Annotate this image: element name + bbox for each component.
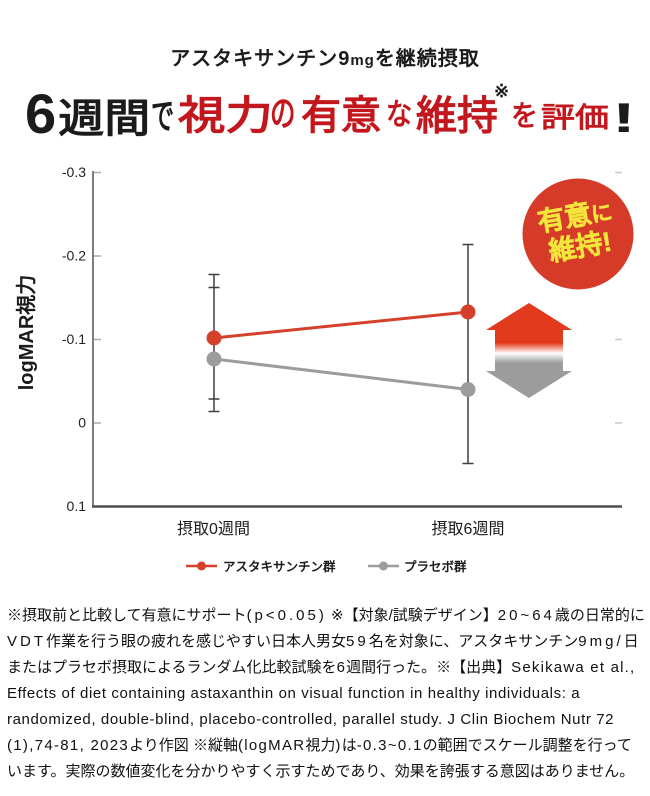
svg-text:-0.1: -0.1 bbox=[62, 331, 86, 347]
svg-text:-0.3: -0.3 bbox=[62, 164, 86, 180]
svg-text:0.1: 0.1 bbox=[67, 498, 87, 514]
svg-text:摂取6週間: 摂取6週間 bbox=[432, 520, 505, 538]
svg-text:アスタキサンチン群: アスタキサンチン群 bbox=[223, 559, 336, 574]
svg-text:-0.2: -0.2 bbox=[62, 248, 86, 264]
svg-text:プラセボ群: プラセボ群 bbox=[404, 559, 467, 574]
svg-text:logMAR視力: logMAR視力 bbox=[15, 275, 38, 391]
svg-text:摂取0週間: 摂取0週間 bbox=[177, 520, 250, 538]
svg-text:0: 0 bbox=[78, 415, 86, 431]
